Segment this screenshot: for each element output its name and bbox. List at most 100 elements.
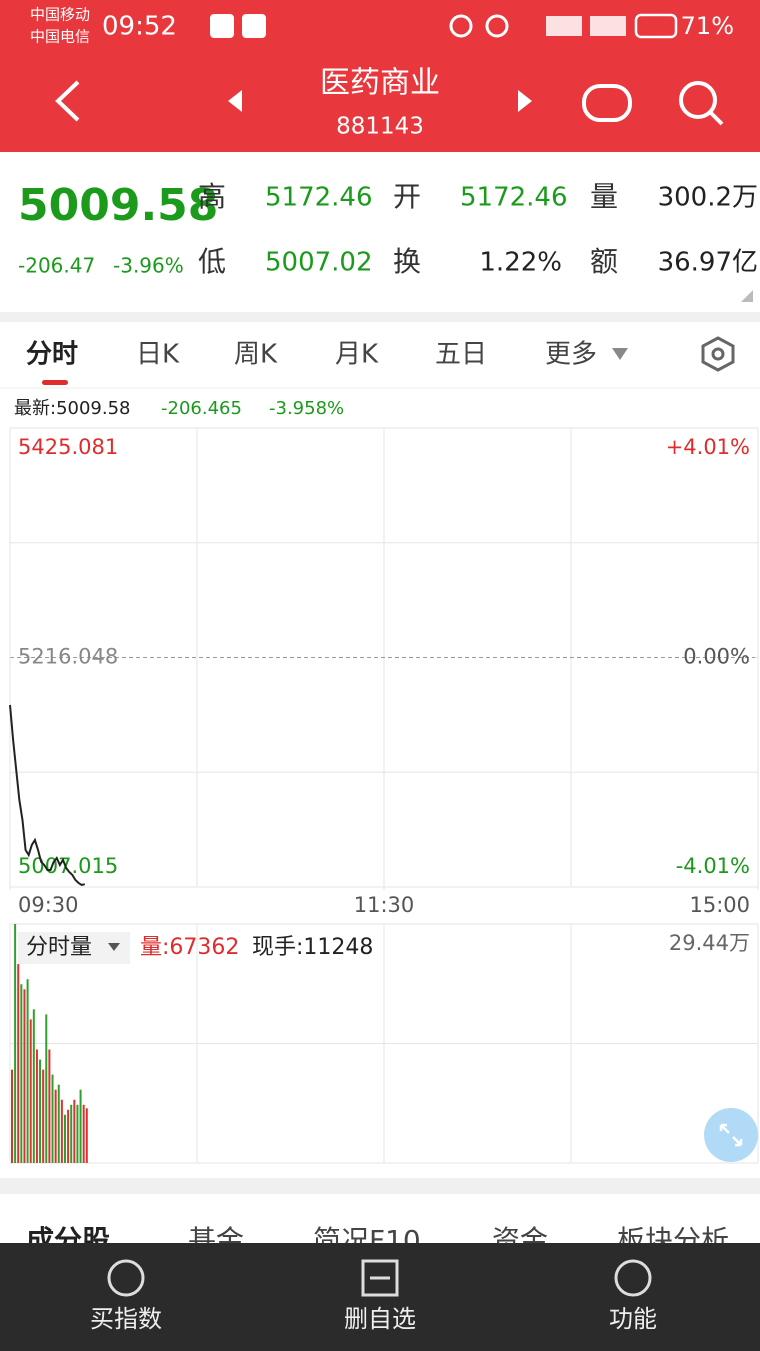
volume-bar xyxy=(79,1089,82,1163)
signal-icon xyxy=(546,16,582,36)
nav-bg xyxy=(0,1243,760,1351)
y-tick-label: 5216.048 xyxy=(18,645,118,669)
stat-label: 额 xyxy=(590,245,618,278)
volume-bar xyxy=(85,1108,88,1163)
volume-bar xyxy=(73,1099,76,1163)
nav-icon xyxy=(107,1259,145,1297)
search-button[interactable] xyxy=(679,81,717,119)
volume-bar xyxy=(70,1104,73,1163)
tab[interactable]: 周K xyxy=(234,340,278,370)
nav-icon xyxy=(361,1259,399,1297)
latest-price: 最新:5009.58 xyxy=(14,398,131,419)
alarm-icon xyxy=(485,14,509,38)
nav-label[interactable]: 买指数 xyxy=(90,1305,162,1333)
stat-value: 5007.02 xyxy=(265,248,373,278)
change: -206.47 xyxy=(18,254,95,278)
tab-underline xyxy=(42,380,68,385)
volume-bar xyxy=(32,1009,35,1163)
tab[interactable]: 月K xyxy=(335,340,379,370)
volume-bar xyxy=(17,964,20,1163)
next-button[interactable] xyxy=(518,90,532,112)
battery-icon xyxy=(634,13,678,39)
stat-value: 5172.46 xyxy=(265,183,373,213)
tab[interactable]: 日K xyxy=(136,340,180,370)
search-handle xyxy=(708,110,724,126)
robot-button[interactable] xyxy=(582,84,632,122)
volume-annotation: 量:67362 xyxy=(140,935,239,960)
header-bg xyxy=(0,0,760,152)
volume-bar xyxy=(48,1049,51,1163)
volume-bar xyxy=(63,1114,66,1163)
y-tick-label: 29.44万 xyxy=(669,931,750,955)
settings-button[interactable] xyxy=(701,336,735,372)
x-tick-label: 09:30 xyxy=(18,893,79,917)
separator xyxy=(0,312,760,322)
app-icon xyxy=(242,14,266,38)
volume-bar xyxy=(67,1109,70,1163)
stats: 高 5172.46 开 5172.46 量 300.2万低 5007.02 换 1.22% 额 36… xyxy=(198,180,758,278)
expand-icon xyxy=(719,1123,743,1147)
carrier: 中国移动 xyxy=(30,6,90,24)
stat-label: 换 xyxy=(393,245,421,278)
change-pct: -3.96% xyxy=(113,254,184,278)
volume-chart: 29.44万 分时量 量:67362 现手:11248 xyxy=(9,923,759,1164)
volume-bar xyxy=(26,979,29,1163)
settings-dot xyxy=(711,347,725,361)
nav-label[interactable]: 功能 xyxy=(609,1305,657,1333)
corner-mark xyxy=(741,290,753,302)
battery: 71% xyxy=(681,12,734,40)
tab[interactable]: 更多 xyxy=(545,340,597,370)
expand-button[interactable] xyxy=(704,1108,758,1162)
volume-bar xyxy=(20,984,23,1163)
selector-arrow xyxy=(108,943,120,951)
price-line xyxy=(9,704,86,887)
stat-label: 开 xyxy=(393,180,421,213)
volume-bar xyxy=(60,1099,63,1163)
stat-label: 量 xyxy=(590,180,618,213)
tab[interactable]: 五日 xyxy=(435,340,487,370)
title: 医药商业 xyxy=(320,66,440,101)
volume-bar xyxy=(14,924,17,1163)
x-tick-label: 11:30 xyxy=(354,893,415,917)
bottom-nav: 买指数 删自选 功能 xyxy=(90,1305,657,1333)
latest-change: -206.465 xyxy=(161,398,242,419)
price-chart: 5425.081 5216.048 5007.015 +4.01% 0.00% -4.01… xyxy=(9,427,759,917)
stat-label: 低 xyxy=(198,245,226,278)
tabs: 分时 日K 周K 月K 五日 更多 xyxy=(26,340,597,370)
y2-tick-label: 0.00% xyxy=(683,645,750,669)
y2-tick-label: +4.01% xyxy=(666,435,750,459)
back-button[interactable] xyxy=(55,80,80,122)
stat-value: 300.2万 xyxy=(658,183,758,213)
eye-icon xyxy=(449,14,473,38)
more-arrow xyxy=(612,348,628,360)
volume-bar xyxy=(82,1104,85,1163)
stat-label: 高 xyxy=(198,180,226,213)
volume-bar xyxy=(42,1069,45,1163)
volume-bar xyxy=(29,1019,32,1163)
volume-bar xyxy=(39,1059,42,1163)
x-tick-label: 15:00 xyxy=(689,893,750,917)
volume-bar xyxy=(11,1069,13,1163)
volume-bar xyxy=(23,989,26,1163)
volume-bar xyxy=(45,1014,48,1163)
tab[interactable]: 分时 xyxy=(26,340,78,370)
nav-icon xyxy=(614,1259,652,1297)
stat-value: 1.22% xyxy=(479,248,562,278)
app-icon xyxy=(210,14,234,38)
price: 5009.58 xyxy=(18,180,218,231)
selector-bg[interactable] xyxy=(18,932,130,964)
prev-button[interactable] xyxy=(228,90,242,112)
stat-value: 36.97亿 xyxy=(658,248,758,278)
volume-bar xyxy=(54,1089,57,1163)
volume-bar xyxy=(35,1049,38,1163)
volume-bar xyxy=(76,1104,79,1163)
separator xyxy=(0,1178,760,1194)
volume-annotation[interactable]: 分时量 xyxy=(26,935,92,960)
plot-frame xyxy=(9,427,759,888)
carrier: 中国电信 xyxy=(30,28,90,46)
plot-frame xyxy=(9,923,759,1164)
nav-label[interactable]: 删自选 xyxy=(344,1305,416,1333)
y-tick-label: 5007.015 xyxy=(18,854,118,878)
signal-icon xyxy=(590,16,626,36)
